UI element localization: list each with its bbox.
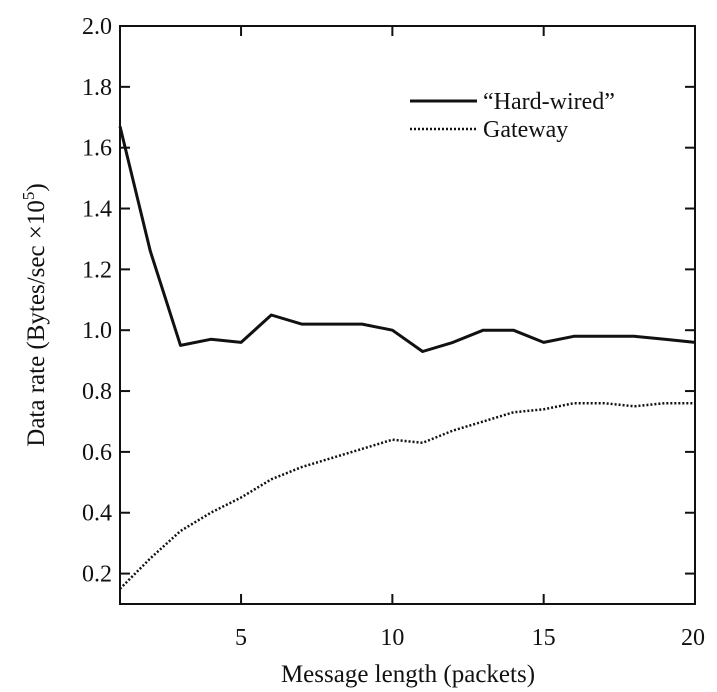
x-tick-label-2: 15	[532, 625, 556, 651]
y-axis-title-suffix: )	[23, 183, 50, 191]
y-tick-label-5: 1.2	[82, 257, 112, 283]
y-axis-title-prefix: Data rate (Bytes/sec ×10	[23, 200, 50, 447]
legend: “Hard-wired”Gateway	[410, 89, 615, 143]
x-tick-label-3: 20	[681, 625, 705, 651]
y-tick-label-2: 0.6	[82, 440, 112, 466]
y-tick-label-3: 0.8	[82, 379, 112, 405]
y-tick-label-8: 1.8	[82, 75, 112, 101]
legend-label-1: Gateway	[483, 117, 568, 143]
series-line-0	[118, 126, 696, 353]
y-axis-title-exponent: 5	[19, 192, 38, 201]
x-axis: 5 10 15 20	[235, 26, 705, 651]
y-tick-label-0: 0.2	[82, 562, 112, 588]
x-tick-label-1: 10	[380, 625, 404, 651]
series-layer	[118, 126, 696, 590]
y-tick-label-1: 0.4	[82, 501, 112, 527]
y-tick-label-9: 2.0	[82, 14, 112, 40]
plot-area-frame	[119, 25, 696, 605]
x-axis-title: Message length (packets)	[281, 661, 535, 688]
y-tick-label-4: 1.0	[82, 318, 112, 344]
legend-label-0: “Hard-wired”	[483, 89, 615, 115]
y-axis-title: Data rate (Bytes/sec ×105)	[19, 183, 50, 446]
y-tick-label-7: 1.6	[82, 136, 112, 162]
y-axis: 0.2 0.4 0.6 0.8 1.0 1.2 1.4 1.6 1.8 2.0	[82, 14, 695, 588]
series-line-1	[119, 401, 695, 590]
x-tick-label-0: 5	[235, 625, 247, 651]
y-tick-label-6: 1.4	[82, 197, 112, 223]
